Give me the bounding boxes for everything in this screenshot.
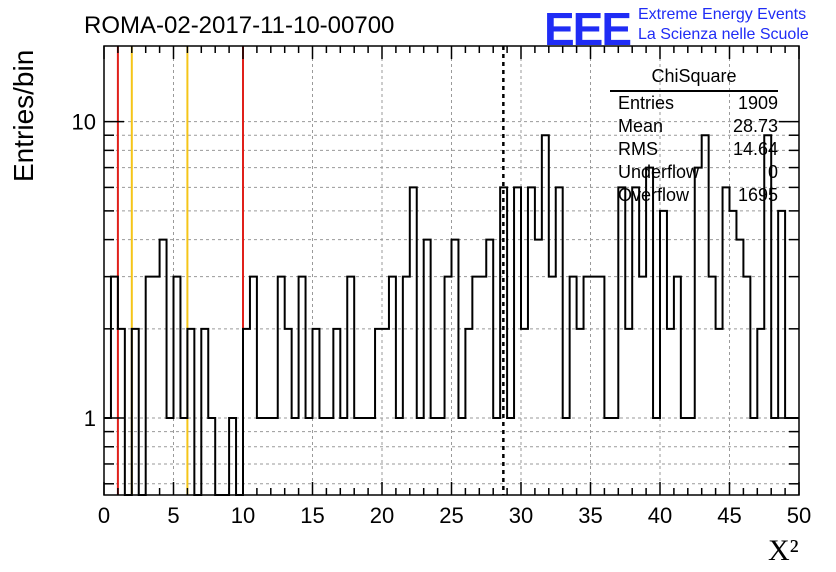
x-tick-label: 35 <box>578 503 602 528</box>
x-tick-label: 20 <box>370 503 394 528</box>
stats-label: Entries <box>618 93 675 113</box>
stats-row-underflow: Underflow 0 <box>610 161 778 184</box>
logo-line2: La Scienza nelle Scuole <box>638 26 809 43</box>
x-tick-label: 5 <box>167 503 179 528</box>
histogram-series <box>104 134 799 496</box>
x-tick-label: 40 <box>648 503 672 528</box>
stats-value: 1695 <box>737 185 778 205</box>
grid <box>104 46 799 495</box>
tick-labels: 0 5 10 15 20 25 30 35 40 45 50 1 10 <box>72 110 812 528</box>
stats-row-mean: Mean 28.73 <box>610 115 778 138</box>
stats-title: ChiSquare <box>610 66 778 92</box>
x-tick-label: 30 <box>509 503 533 528</box>
y-tick-label: 1 <box>84 406 96 431</box>
stats-label: RMS <box>618 139 658 159</box>
eee-logo: EEE <box>544 3 632 55</box>
stats-label: Underflow <box>618 162 700 182</box>
stats-label: Mean <box>618 116 664 136</box>
x-tick-label: 45 <box>717 503 741 528</box>
stats-row-entries: Entries 1909 <box>610 92 778 115</box>
stats-value: 14.64 <box>732 139 778 159</box>
y-tick-label: 10 <box>72 110 96 135</box>
x-tick-label: 50 <box>787 503 811 528</box>
stats-row-rms: RMS 14.64 <box>610 138 778 161</box>
stats-row-overflow: Overflow 1695 <box>610 184 778 207</box>
x-tick-label: 15 <box>300 503 324 528</box>
x-tick-label: 25 <box>439 503 463 528</box>
axis-ticks <box>103 46 800 495</box>
logo-line1: Extreme Energy Events <box>638 6 807 23</box>
reference-lines <box>116 46 505 495</box>
stats-value: 0 <box>767 162 778 182</box>
y-axis-label: Entries/bin <box>8 49 39 182</box>
x-tick-label: 0 <box>98 503 110 528</box>
stats-box: ChiSquare Entries 1909 Mean 28.73 RMS 14… <box>610 66 778 207</box>
stats-label: Overflow <box>618 185 690 205</box>
chart-title: ROMA-02-2017-11-10-00700 <box>84 12 395 39</box>
stats-value: 28.73 <box>732 116 778 136</box>
stats-value: 1909 <box>737 93 778 113</box>
x-tick-label: 10 <box>231 503 255 528</box>
x-axis-label: X² <box>768 534 799 567</box>
